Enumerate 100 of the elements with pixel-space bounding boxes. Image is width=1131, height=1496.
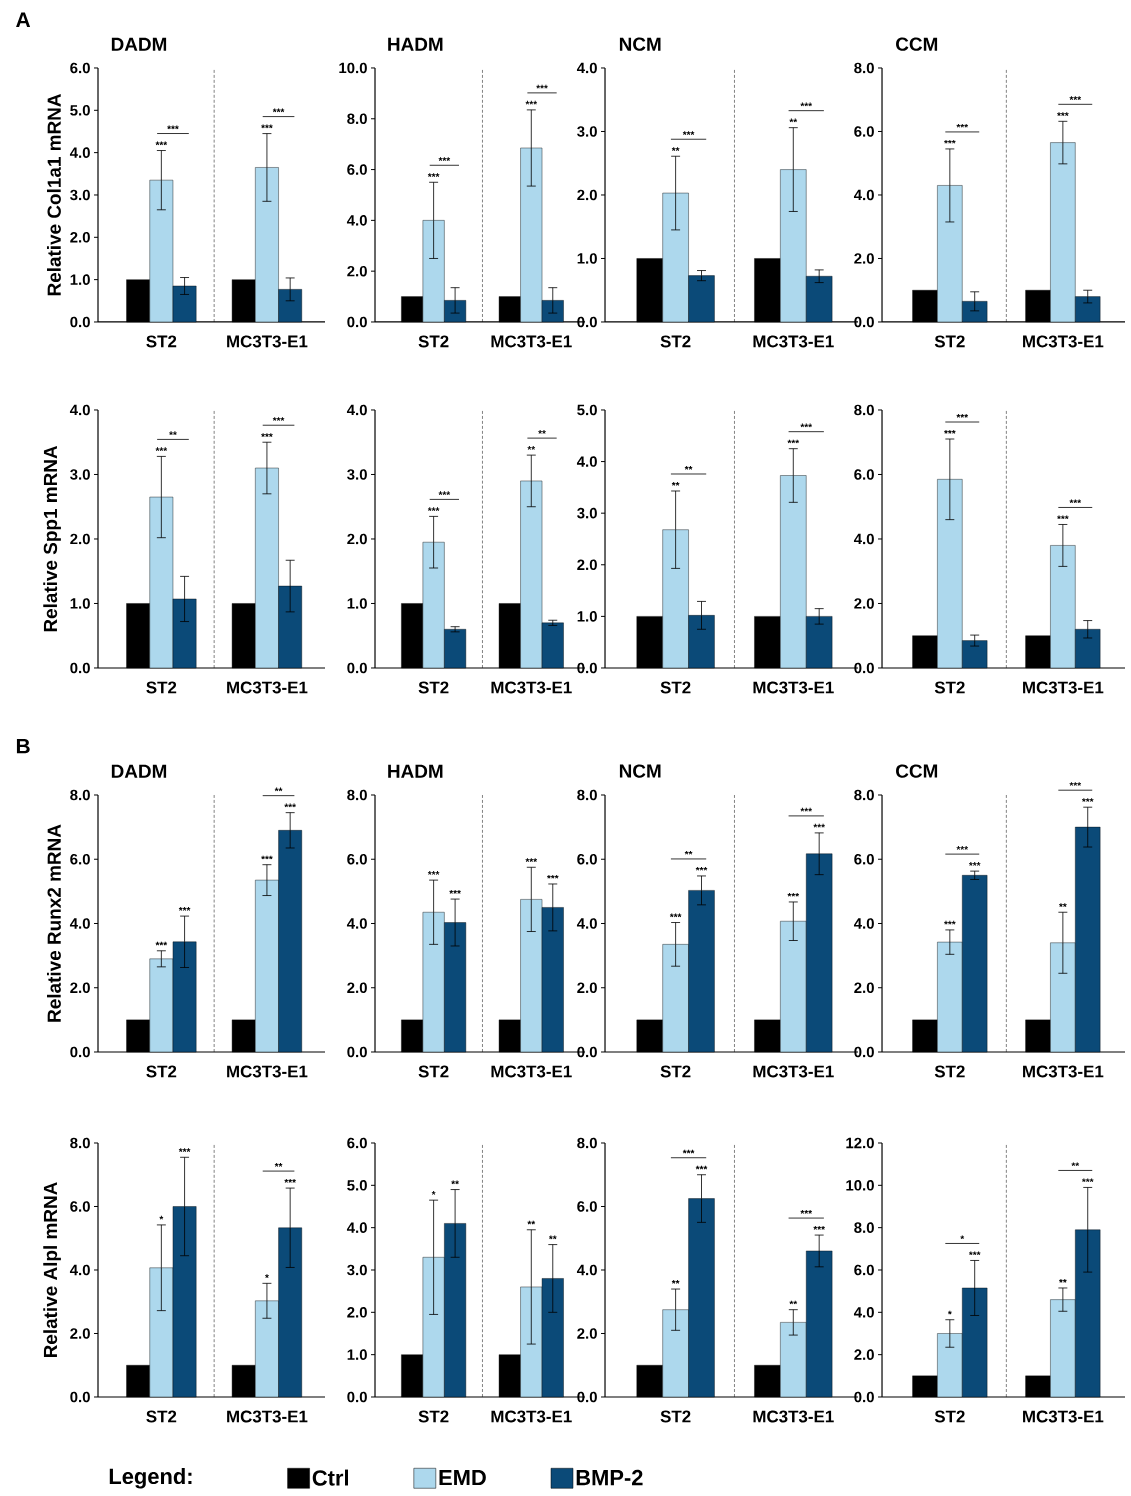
chart-title: HADM (388, 37, 443, 51)
y-tick-label: 8.0 (577, 1137, 597, 1149)
text: ** (274, 787, 283, 792)
y-tick-label: 2.0 (70, 1328, 90, 1339)
y-tick-label: 0.0 (577, 1046, 597, 1058)
y-tick-label: 2.0 (577, 189, 597, 201)
y-tick-label: 2.0 (347, 982, 367, 994)
y-axis-title: Relative Spp1 mRNA (43, 445, 61, 632)
y-tick-label: 0.0 (347, 1046, 367, 1058)
annotation: ** (548, 1235, 557, 1240)
y-tick-label: 6.0 (70, 853, 90, 865)
y-tick-label: 2.0 (577, 559, 597, 571)
y-tick-label: 3.0 (577, 126, 597, 137)
y-tick-label: 12.0 (846, 1137, 874, 1149)
x-tick-label: ST2 (660, 335, 691, 348)
x-tick-label: MC3T3-E1 (491, 681, 572, 694)
x-tick-label: MC3T3-E1 (491, 335, 572, 348)
annotation: *** (261, 855, 273, 860)
chart-title: HADM (388, 764, 443, 778)
y-tick-label: 1.0 (70, 598, 90, 609)
y-tick-label: 8.0 (347, 113, 367, 125)
x-tick-label: MC3T3-E1 (491, 1410, 572, 1423)
annotation: *** (787, 439, 800, 444)
x-tick-label: ST2 (934, 681, 965, 694)
annotation: * (159, 1215, 164, 1220)
annotation: ** (1059, 1278, 1067, 1283)
y-tick-label: 0.0 (854, 662, 874, 674)
x-tick-label: MC3T3-E1 (1023, 681, 1104, 694)
annotation: ** (169, 431, 177, 436)
y-tick-label: 2.0 (577, 982, 597, 994)
annotation: *** (167, 125, 179, 130)
y-tick-label: 1.0 (577, 253, 597, 264)
annotation: ** (789, 118, 798, 123)
annotation: ** (1071, 1162, 1080, 1167)
x-tick-label: MC3T3-E1 (1023, 335, 1104, 348)
annotation: *** (155, 941, 168, 946)
annotation: * (431, 1191, 436, 1195)
annotation: *** (813, 1226, 825, 1230)
annotation: *** (800, 1210, 813, 1214)
y-tick-label: 4.0 (69, 918, 90, 929)
y-tick-label: 4.0 (346, 215, 367, 226)
annotation: *** (438, 491, 451, 496)
legend-label: BMP-2 (576, 1469, 643, 1486)
annotation: ** (671, 481, 680, 486)
x-tick-label: ST2 (934, 335, 965, 348)
annotation: *** (1069, 96, 1082, 100)
y-tick-label: 5.0 (70, 105, 90, 116)
y-tick-label: 6.0 (854, 1264, 874, 1276)
y-axis-title: Relative Alpl mRNA (43, 1182, 61, 1358)
y-tick-label: 2.0 (347, 265, 367, 277)
chart-title: NCM (619, 37, 661, 51)
y-tick-label: 6.0 (70, 1201, 90, 1212)
y-tick-label: 4.0 (853, 1307, 874, 1318)
y-tick-label: 4.0 (69, 1264, 90, 1276)
x-tick-label: MC3T3-E1 (227, 1065, 308, 1078)
annotation: ** (671, 1279, 680, 1284)
y-tick-label: 3.0 (70, 189, 90, 201)
annotation: *** (682, 131, 695, 135)
annotation: *** (968, 862, 981, 866)
x-tick-label: MC3T3-E1 (227, 681, 308, 694)
y-tick-label: 4.0 (576, 1264, 597, 1276)
x-tick-label: MC3T3-E1 (753, 1410, 834, 1423)
y-tick-label: 2.0 (70, 232, 90, 243)
y-tick-label: 0.0 (70, 316, 90, 328)
annotation: ** (274, 1163, 283, 1167)
y-tick-label: 8.0 (854, 1222, 874, 1233)
y-tick-label: 0.0 (577, 662, 597, 674)
y-tick-label: 4.0 (346, 1222, 367, 1233)
annotation: *** (427, 507, 440, 512)
legend-title: Legend: (109, 1468, 192, 1489)
chart-title: CCM (896, 37, 938, 51)
y-tick-label: 5.0 (577, 404, 597, 416)
y-tick-label: 3.0 (577, 507, 597, 519)
legend-label: Ctrl (312, 1469, 349, 1486)
annotation: *** (546, 874, 559, 879)
annotation: ** (527, 1220, 536, 1225)
annotation: *** (272, 108, 285, 113)
y-tick-label: 6.0 (577, 853, 597, 865)
y-tick-label: 2.0 (347, 533, 367, 545)
y-tick-label: 4.0 (576, 918, 597, 929)
x-tick-label: MC3T3-E1 (227, 335, 308, 348)
y-tick-label: 8.0 (577, 789, 597, 801)
annotation: *** (800, 807, 813, 812)
y-tick-label: 6.0 (854, 469, 874, 480)
x-tick-label: ST2 (660, 681, 691, 694)
chart-title: DADM (111, 37, 167, 51)
y-tick-label: 6.0 (70, 62, 90, 74)
annotation: *** (695, 866, 708, 871)
y-tick-label: 2.0 (347, 1307, 367, 1318)
annotation: *** (956, 413, 969, 418)
y-tick-label: 0.0 (854, 316, 874, 328)
x-tick-label: ST2 (418, 1410, 449, 1423)
y-tick-label: 8.0 (347, 789, 367, 801)
y-tick-label: 4.0 (69, 404, 90, 416)
y-tick-label: 0.0 (347, 662, 367, 674)
x-tick-label: ST2 (418, 681, 449, 694)
x-tick-label: ST2 (418, 335, 449, 348)
y-tick-label: 4.0 (853, 189, 874, 201)
annotation: ** (538, 430, 546, 434)
y-tick-label: 0.0 (70, 1391, 90, 1403)
